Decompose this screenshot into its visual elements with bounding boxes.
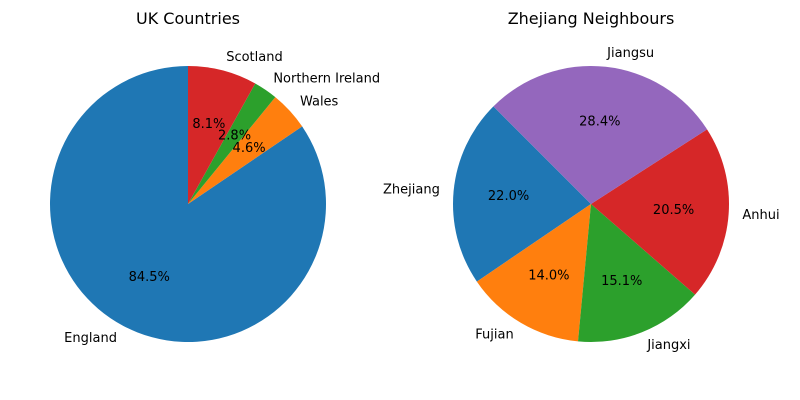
slice-label-northern-ireland: Northern Ireland xyxy=(273,71,380,86)
chart-title-zhejiang-neighbours: Zhejiang Neighbours xyxy=(508,9,675,28)
slice-percent-england: 84.5% xyxy=(129,270,170,285)
slice-label-zhejiang: Zhejiang xyxy=(383,183,440,198)
slice-percent-fujian: 14.0% xyxy=(528,268,569,283)
slice-label-scotland: Scotland xyxy=(226,50,283,65)
slice-label-wales: Wales xyxy=(300,94,339,109)
pie-chart-uk-countries: UK Countries England 84.5% Wales 4.6% Northe… xyxy=(49,9,380,346)
slice-percent-zhejiang: 22.0% xyxy=(488,189,529,204)
pie-slice-fujian xyxy=(476,204,591,342)
pie-slice-zhejiang xyxy=(453,106,591,282)
slice-label-jiangsu: Jiangsu xyxy=(606,46,654,61)
slice-label-anhui: Anhui xyxy=(742,208,779,223)
slice-percent-jiangxi: 15.1% xyxy=(601,274,642,289)
pie-slice-jiangxi xyxy=(578,204,696,342)
slice-label-jiangxi: Jiangxi xyxy=(646,338,690,353)
pie-slice-anhui xyxy=(591,129,729,295)
pie-slice-jiangsu xyxy=(493,66,708,204)
pie-chart-zhejiang-neighbours: Zhejiang Neighbours Zhejiang 22.0% Fujian 1… xyxy=(383,9,780,353)
pie-slice-scotland xyxy=(188,66,256,204)
slice-percent-northern-ireland: 2.8% xyxy=(218,129,251,144)
slice-percent-anhui: 20.5% xyxy=(653,203,694,218)
slice-label-fujian: Fujian xyxy=(475,328,513,343)
chart-title-uk-countries: UK Countries xyxy=(136,9,240,28)
slice-percent-jiangsu: 28.4% xyxy=(579,115,620,130)
pie-slice-wales xyxy=(188,97,303,204)
slice-percent-scotland: 8.1% xyxy=(192,117,225,132)
pie-slice-northern-ireland xyxy=(188,83,276,204)
slice-label-england: England xyxy=(64,331,117,346)
slice-percent-wales: 4.6% xyxy=(233,141,266,156)
